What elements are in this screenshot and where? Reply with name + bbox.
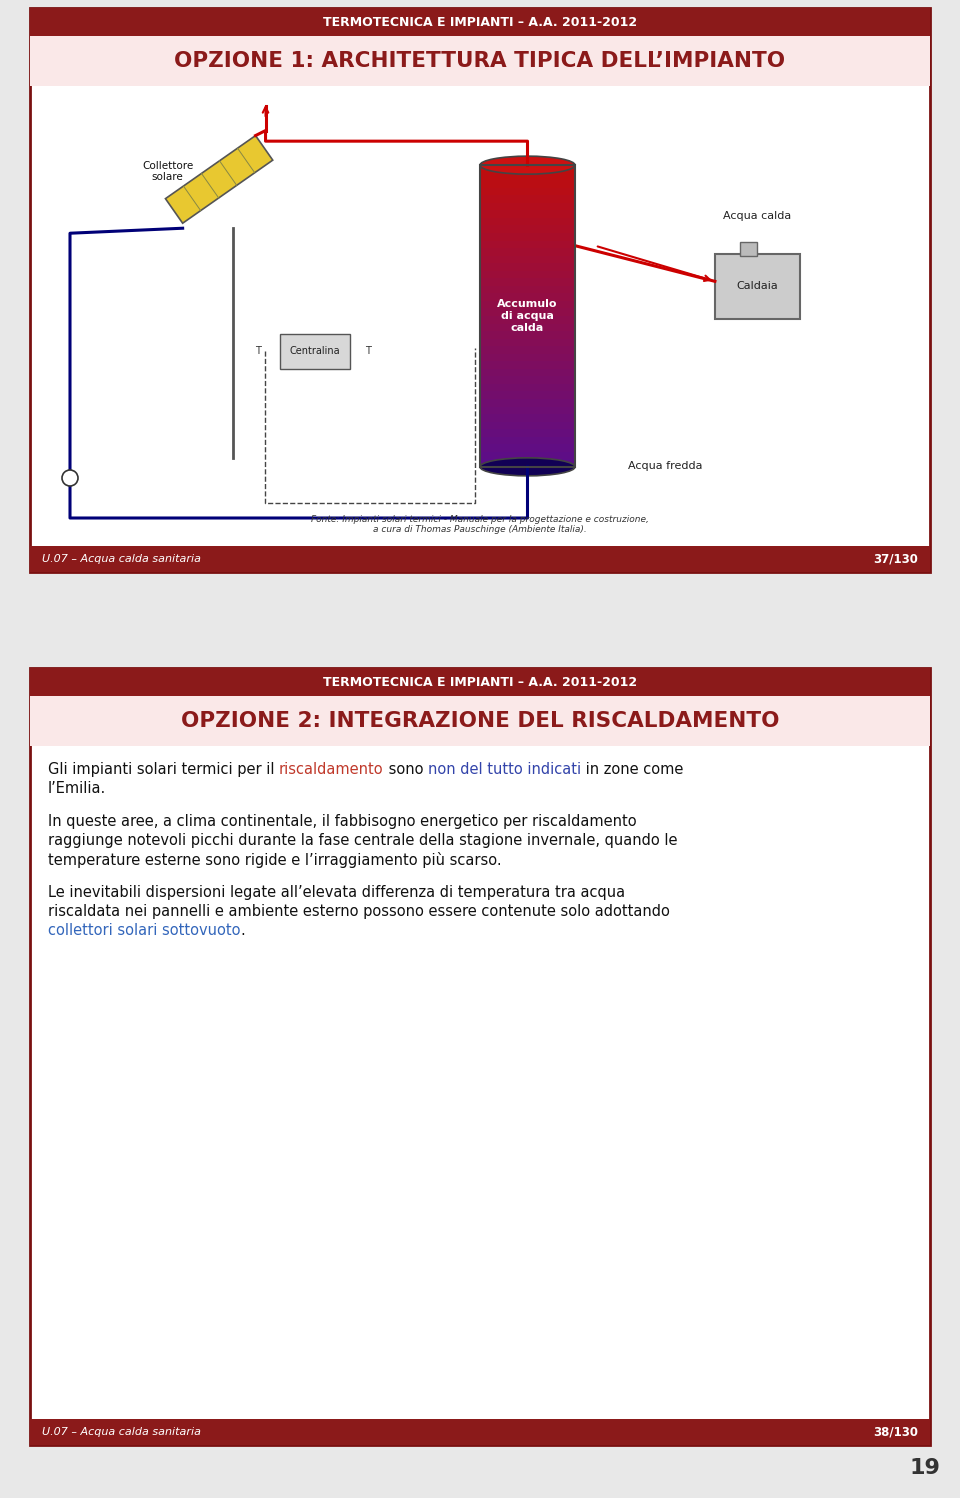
- Text: In queste aree, a clima continentale, il fabbisogno energetico per riscaldamento: In queste aree, a clima continentale, il…: [48, 813, 636, 828]
- Text: Centralina: Centralina: [290, 346, 340, 357]
- FancyBboxPatch shape: [30, 7, 930, 36]
- Text: 37/130: 37/130: [874, 553, 918, 566]
- FancyBboxPatch shape: [480, 413, 575, 422]
- FancyBboxPatch shape: [480, 264, 575, 271]
- FancyBboxPatch shape: [480, 391, 575, 400]
- FancyBboxPatch shape: [480, 428, 575, 437]
- FancyBboxPatch shape: [480, 286, 575, 294]
- FancyBboxPatch shape: [30, 697, 930, 746]
- Text: OPZIONE 2: INTEGRAZIONE DEL RISCALDAMENTO: OPZIONE 2: INTEGRAZIONE DEL RISCALDAMENT…: [180, 712, 780, 731]
- FancyBboxPatch shape: [715, 253, 800, 319]
- FancyBboxPatch shape: [480, 226, 575, 234]
- FancyBboxPatch shape: [480, 187, 575, 196]
- FancyBboxPatch shape: [480, 460, 575, 467]
- FancyBboxPatch shape: [480, 406, 575, 415]
- FancyBboxPatch shape: [480, 271, 575, 279]
- Polygon shape: [165, 135, 273, 223]
- FancyBboxPatch shape: [480, 339, 575, 346]
- FancyBboxPatch shape: [480, 279, 575, 286]
- FancyBboxPatch shape: [30, 545, 930, 572]
- Text: riscaldata nei pannelli e ambiente esterno possono essere contenute solo adottan: riscaldata nei pannelli e ambiente ester…: [48, 903, 670, 918]
- Text: raggiunge notevoli picchi durante la fase centrale della stagione invernale, qua: raggiunge notevoli picchi durante la fas…: [48, 833, 678, 848]
- FancyBboxPatch shape: [480, 398, 575, 407]
- FancyBboxPatch shape: [480, 256, 575, 264]
- Text: non del tutto indicati: non del tutto indicati: [428, 762, 581, 777]
- FancyBboxPatch shape: [480, 316, 575, 324]
- Text: collettori solari sottovuoto: collettori solari sottovuoto: [48, 923, 241, 938]
- FancyBboxPatch shape: [480, 241, 575, 249]
- FancyBboxPatch shape: [480, 172, 575, 181]
- FancyBboxPatch shape: [480, 452, 575, 460]
- FancyBboxPatch shape: [480, 210, 575, 219]
- Text: TERMOTECNICA E IMPIANTI – A.A. 2011-2012: TERMOTECNICA E IMPIANTI – A.A. 2011-2012: [323, 15, 637, 28]
- FancyBboxPatch shape: [480, 234, 575, 241]
- Ellipse shape: [480, 156, 575, 174]
- FancyBboxPatch shape: [480, 331, 575, 339]
- Text: T: T: [255, 346, 261, 357]
- FancyBboxPatch shape: [480, 437, 575, 445]
- FancyBboxPatch shape: [480, 369, 575, 377]
- Text: T: T: [365, 346, 371, 357]
- FancyBboxPatch shape: [480, 195, 575, 204]
- Ellipse shape: [62, 470, 78, 485]
- FancyBboxPatch shape: [740, 241, 757, 256]
- FancyBboxPatch shape: [480, 361, 575, 370]
- FancyBboxPatch shape: [480, 354, 575, 361]
- FancyBboxPatch shape: [30, 36, 930, 85]
- FancyBboxPatch shape: [30, 668, 930, 1446]
- Text: Le inevitabili dispersioni legate all’elevata differenza di temperatura tra acqu: Le inevitabili dispersioni legate all’el…: [48, 885, 625, 900]
- FancyBboxPatch shape: [280, 334, 349, 369]
- Text: TERMOTECNICA E IMPIANTI – A.A. 2011-2012: TERMOTECNICA E IMPIANTI – A.A. 2011-2012: [323, 676, 637, 689]
- Text: OPZIONE 1: ARCHITETTURA TIPICA DELL’IMPIANTO: OPZIONE 1: ARCHITETTURA TIPICA DELL’IMPI…: [175, 51, 785, 70]
- FancyBboxPatch shape: [480, 309, 575, 316]
- FancyBboxPatch shape: [480, 249, 575, 256]
- FancyBboxPatch shape: [480, 217, 575, 226]
- Text: 38/130: 38/130: [873, 1426, 918, 1438]
- Text: temperature esterne sono rigide e l’irraggiamento più scarso.: temperature esterne sono rigide e l’irra…: [48, 852, 502, 867]
- Text: Acqua calda: Acqua calda: [723, 211, 792, 220]
- FancyBboxPatch shape: [480, 376, 575, 385]
- Text: U.07 – Acqua calda sanitaria: U.07 – Acqua calda sanitaria: [42, 554, 201, 565]
- FancyBboxPatch shape: [30, 7, 930, 572]
- Text: in zone come: in zone come: [581, 762, 684, 777]
- FancyBboxPatch shape: [480, 202, 575, 211]
- FancyBboxPatch shape: [480, 346, 575, 354]
- FancyBboxPatch shape: [480, 324, 575, 331]
- FancyBboxPatch shape: [480, 180, 575, 189]
- FancyBboxPatch shape: [480, 383, 575, 392]
- FancyBboxPatch shape: [480, 294, 575, 301]
- Text: Fonte: Impianti solari termici - Manuale per la progettazione e costruzione,
a c: Fonte: Impianti solari termici - Manuale…: [311, 515, 649, 533]
- Text: sono: sono: [384, 762, 428, 777]
- FancyBboxPatch shape: [480, 421, 575, 430]
- FancyBboxPatch shape: [480, 165, 575, 174]
- Text: Caldaia: Caldaia: [736, 282, 779, 291]
- Text: Collettore
solare: Collettore solare: [142, 160, 193, 183]
- Text: riscaldamento: riscaldamento: [279, 762, 384, 777]
- FancyBboxPatch shape: [480, 301, 575, 309]
- Text: 19: 19: [909, 1458, 940, 1479]
- Text: Accumulo
di acqua
calda: Accumulo di acqua calda: [497, 300, 558, 333]
- FancyBboxPatch shape: [30, 1419, 930, 1446]
- Text: Gli impianti solari termici per il: Gli impianti solari termici per il: [48, 762, 279, 777]
- Text: .: .: [241, 923, 245, 938]
- Ellipse shape: [480, 458, 575, 476]
- Text: l’Emilia.: l’Emilia.: [48, 780, 107, 795]
- FancyBboxPatch shape: [480, 445, 575, 452]
- Text: U.07 – Acqua calda sanitaria: U.07 – Acqua calda sanitaria: [42, 1428, 201, 1437]
- Text: Acqua fredda: Acqua fredda: [628, 461, 703, 470]
- FancyBboxPatch shape: [30, 668, 930, 697]
